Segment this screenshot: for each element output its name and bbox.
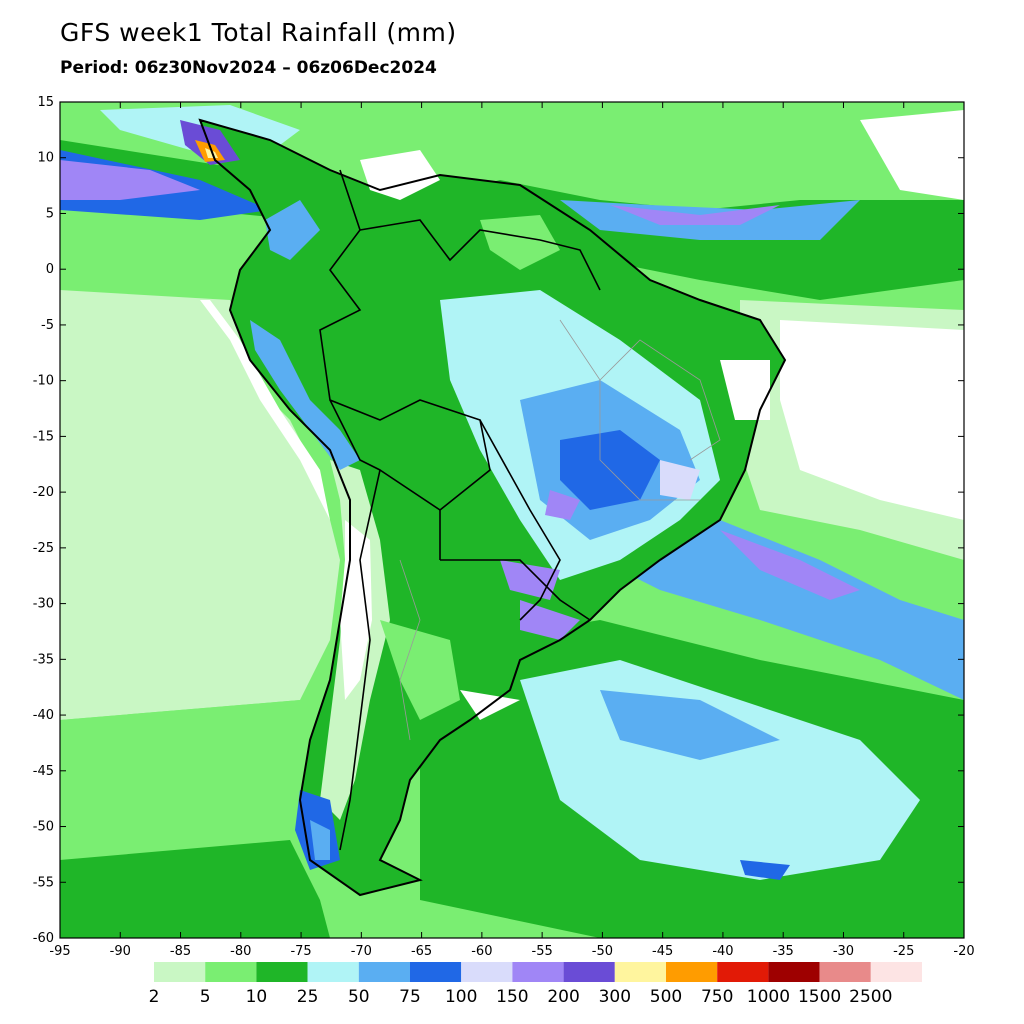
colorbar-swatch — [307, 962, 359, 982]
map-title: GFS week1 Total Rainfall (mm) — [60, 18, 457, 47]
state-borders — [399, 319, 721, 741]
x-tick-label: -35 — [773, 944, 794, 959]
y-tick-label: -25 — [33, 541, 54, 556]
colorbar-swatch — [666, 962, 718, 982]
colorbar-label: 50 — [348, 987, 370, 1007]
y-tick-label: 10 — [37, 151, 54, 166]
y-tick-label: 0 — [46, 262, 54, 277]
colorbar-label: 2500 — [849, 987, 892, 1007]
y-tick-label: -50 — [33, 820, 54, 835]
colorbar-swatch — [154, 962, 206, 982]
y-tick-label: -35 — [33, 652, 54, 667]
x-tick-label: -75 — [290, 944, 311, 959]
x-tick-label: -45 — [652, 944, 673, 959]
rainfall-field — [60, 102, 964, 938]
colorbar-label: 150 — [496, 987, 528, 1007]
colorbar-swatch — [358, 962, 410, 982]
y-tick-label: -20 — [33, 485, 54, 500]
map-frame — [59, 101, 965, 939]
colorbar-swatch — [205, 962, 257, 982]
x-tick-label: -90 — [110, 944, 131, 959]
colorbar-label: 1500 — [798, 987, 841, 1007]
colorbar-label: 300 — [599, 987, 631, 1007]
colorbar-label: 100 — [445, 987, 477, 1007]
colorbar-label: 5 — [200, 987, 211, 1007]
y-tick-label: -40 — [33, 708, 54, 723]
x-tick-label: -30 — [833, 944, 854, 959]
colorbar-swatch — [256, 962, 308, 982]
y-tick-label: -30 — [33, 597, 54, 612]
x-tick-label: -60 — [471, 944, 492, 959]
colorbar-label: 25 — [297, 987, 319, 1007]
x-tick-label: -80 — [230, 944, 251, 959]
y-tick-label: -5 — [41, 318, 54, 333]
colorbar-swatch — [614, 962, 666, 982]
colorbar-swatch — [819, 962, 871, 982]
colorbar-label: 10 — [246, 987, 268, 1007]
y-tick-label: -10 — [33, 374, 54, 389]
x-tick-label: -40 — [712, 944, 733, 959]
y-tick-label: -55 — [33, 875, 54, 890]
x-tick-label: -65 — [411, 944, 432, 959]
x-tick-label: -55 — [532, 944, 553, 959]
y-tick-label: 15 — [37, 95, 54, 110]
colorbar-label: 75 — [399, 987, 421, 1007]
colorbar: 2 5 10 25 50 75 100 150 200 300 500 750 1000 1500 2500 — [149, 962, 922, 1007]
colorbar-swatch — [410, 962, 462, 982]
colorbar-label: 500 — [650, 987, 682, 1007]
colorbar-swatch — [768, 962, 820, 982]
coastline — [198, 118, 787, 897]
country-borders — [319, 169, 601, 851]
y-tick-label: -60 — [33, 931, 54, 946]
x-tick-label: -95 — [49, 944, 70, 959]
colorbar-swatch — [461, 962, 513, 982]
colorbar-label: 1000 — [747, 987, 790, 1007]
x-tick-label: -25 — [893, 944, 914, 959]
axis-ticks: -95 -90 -85 -80 -75 -70 -65 -60 -55 -50 -45 -40 -35-… — [33, 95, 975, 959]
x-tick-label: -50 — [592, 944, 613, 959]
colorbar-swatch — [512, 962, 564, 982]
x-tick-label: -85 — [170, 944, 191, 959]
colorbar-label: 200 — [547, 987, 579, 1007]
y-tick-label: 5 — [46, 206, 54, 221]
map-period: Period: 06z30Nov2024 – 06z06Dec2024 — [60, 58, 437, 78]
colorbar-swatch — [870, 962, 922, 982]
x-tick-label: -70 — [351, 944, 372, 959]
colorbar-swatch — [563, 962, 615, 982]
x-tick-label: -20 — [953, 944, 974, 959]
colorbar-swatch — [717, 962, 769, 982]
colorbar-label: 750 — [701, 987, 733, 1007]
y-tick-label: -15 — [33, 429, 54, 444]
colorbar-label: 2 — [149, 987, 160, 1007]
y-tick-label: -45 — [33, 764, 54, 779]
